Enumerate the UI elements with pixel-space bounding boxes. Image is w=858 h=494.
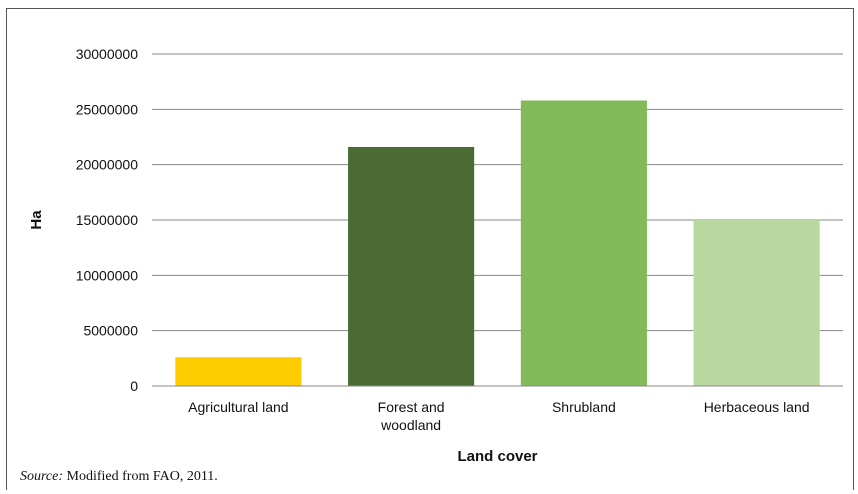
y-tick-label: 25000000 bbox=[76, 101, 139, 117]
bars bbox=[175, 100, 820, 386]
x-tick-label: Shrubland bbox=[552, 399, 616, 415]
x-axis-title: Land cover bbox=[457, 448, 537, 465]
y-tick-label: 5000000 bbox=[83, 323, 138, 339]
y-tick-label: 10000000 bbox=[76, 267, 139, 283]
bar bbox=[175, 357, 302, 386]
x-tick-label: Agricultural land bbox=[188, 399, 288, 415]
chart-frame bbox=[6, 8, 854, 490]
source-note: Source: Modified from FAO, 2011. bbox=[20, 469, 218, 485]
bar bbox=[348, 146, 475, 386]
y-tick-labels: 0 5000000 10000000 15000000 20000000 25000000… bbox=[76, 46, 139, 394]
bar bbox=[693, 220, 820, 386]
x-tick-labels: Agricultural land Forest and woodland Shrub… bbox=[188, 399, 809, 433]
y-tick-label: 30000000 bbox=[76, 46, 139, 62]
x-tick-label: Forest and woodland bbox=[378, 399, 445, 433]
x-tick-label: Herbaceous land bbox=[704, 399, 810, 415]
gridlines bbox=[152, 53, 843, 332]
source-text: Modified from FAO, 2011. bbox=[63, 469, 218, 484]
bar bbox=[520, 100, 647, 386]
y-tick-label: 0 bbox=[130, 378, 138, 394]
y-tick-label: 20000000 bbox=[76, 157, 139, 173]
source-label: Source: bbox=[20, 469, 64, 484]
y-tick-label: 15000000 bbox=[76, 212, 139, 228]
y-axis-title: Ha bbox=[28, 210, 45, 230]
